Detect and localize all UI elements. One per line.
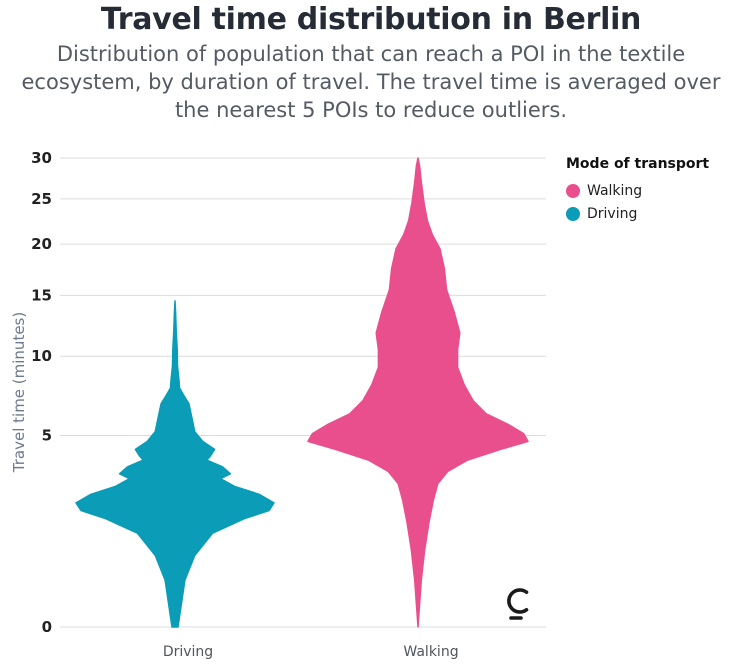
y-tick-label: 25 [31, 190, 52, 208]
y-tick-label: 15 [31, 286, 52, 304]
legend-item-label: Walking [587, 182, 643, 199]
legend-item-walking[interactable]: Walking [566, 179, 709, 202]
y-tick-label: 30 [31, 149, 52, 167]
legend: Mode of transport Walking Driving [566, 156, 709, 225]
y-axis-label: Travel time (minutes) [10, 312, 28, 473]
x-tick-label: Walking [403, 644, 458, 660]
chart-subtitle: Distribution of population that can reac… [21, 42, 721, 122]
y-tick-label: 5 [42, 427, 52, 445]
legend-item-label: Driving [587, 205, 638, 222]
c-logo-icon [507, 588, 529, 620]
legend-title: Mode of transport [566, 156, 710, 172]
y-tick-label: 10 [31, 347, 52, 365]
chart-title: Travel time distribution in Berlin [100, 2, 642, 37]
violins [75, 157, 529, 628]
driving-swatch-icon [566, 206, 580, 221]
violin-driving[interactable] [75, 300, 275, 628]
x-tick-label: Driving [163, 644, 213, 660]
violin-walking[interactable] [307, 157, 529, 628]
x-axis-labels: Driving Walking [163, 644, 459, 660]
walking-swatch-icon [566, 183, 580, 198]
y-axis-ticks: 0 5 10 15 20 25 30 [31, 149, 52, 636]
gridlines [60, 157, 546, 628]
y-tick-label: 20 [31, 235, 52, 253]
y-tick-label: 0 [42, 618, 52, 636]
legend-item-driving[interactable]: Driving [566, 202, 709, 225]
